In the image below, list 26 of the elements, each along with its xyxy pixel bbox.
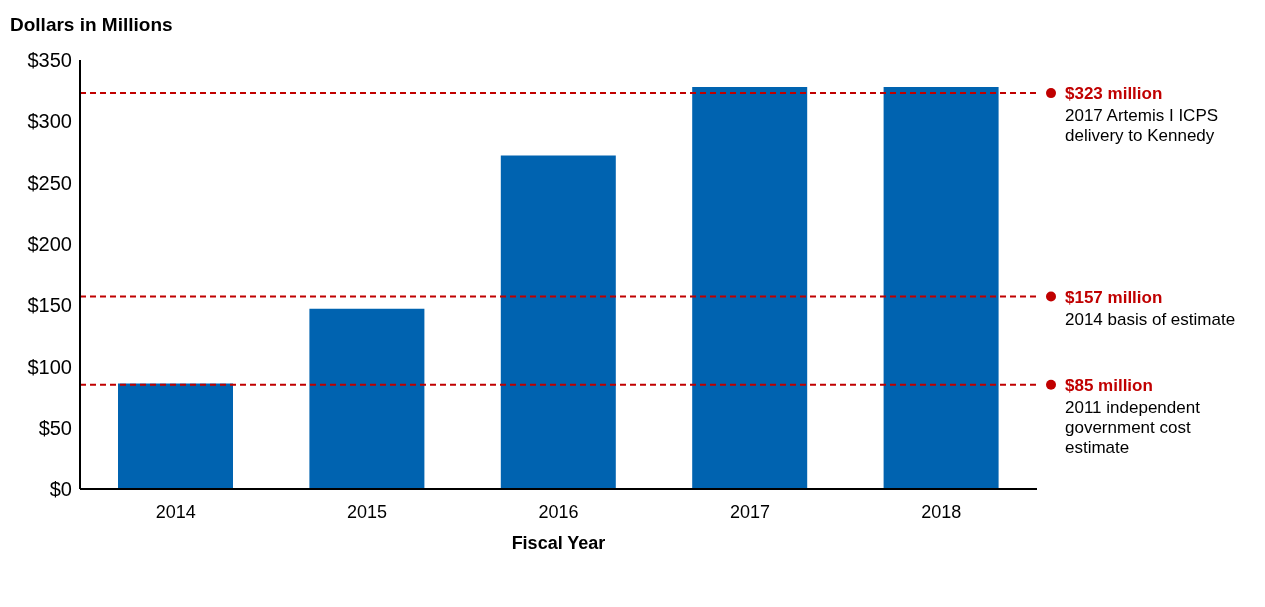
x-tick-label: 2016 bbox=[538, 501, 579, 522]
y-tick-label: $350 bbox=[27, 49, 72, 72]
x-tick-label: 2014 bbox=[155, 501, 196, 522]
y-tick-label: $100 bbox=[27, 355, 72, 378]
y-tick-label: $50 bbox=[38, 416, 72, 439]
y-tick-label: $250 bbox=[27, 171, 72, 194]
bar bbox=[309, 308, 425, 489]
text: 2017 Artemis I ICPS delivery to Kennedy bbox=[1065, 106, 1219, 146]
bar bbox=[500, 155, 616, 489]
y-tick-label: $300 bbox=[27, 110, 72, 133]
text: 2011 independent government cost estimate bbox=[1065, 397, 1201, 457]
x-tick-label: 2015 bbox=[347, 501, 388, 522]
x-tick-label: 2017 bbox=[729, 501, 770, 522]
ref-line-label: $85 million bbox=[1065, 375, 1153, 395]
y-tick-label: $0 bbox=[49, 478, 72, 501]
ref-line-label: $323 million bbox=[1065, 84, 1163, 104]
bar bbox=[118, 383, 233, 489]
x-tick-label: 2018 bbox=[921, 501, 962, 522]
bar bbox=[692, 86, 808, 489]
text: 2014 basis of estimate bbox=[1065, 309, 1236, 329]
bar bbox=[883, 86, 999, 489]
y-tick-label: $200 bbox=[27, 232, 72, 255]
y-axis-title: Dollars in Millions bbox=[10, 14, 173, 36]
y-tick-label: $150 bbox=[27, 294, 72, 317]
x-axis-title: Fiscal Year bbox=[511, 533, 606, 553]
ref-line-label: $157 million bbox=[1065, 287, 1163, 307]
